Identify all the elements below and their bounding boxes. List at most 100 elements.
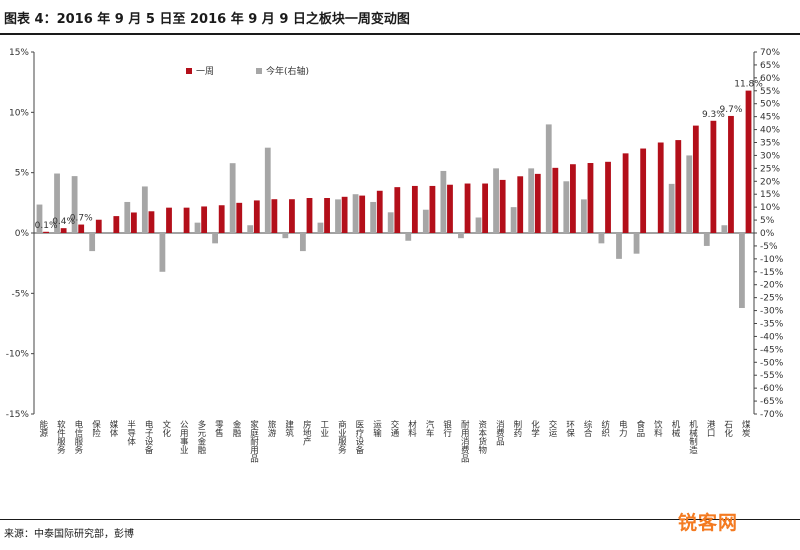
title-divider [0,33,800,35]
sector-weekly-change-chart: -15% -10% -5% 0% 5% 10% 15% -70% -65% -60% -55% -50… [6,48,784,463]
category-label: 家庭耐用品 [249,419,259,463]
bar-weekly [657,142,664,233]
category-label: 机械 [670,419,680,438]
bar-weekly [728,115,734,233]
right-axis-tick-label: 65% [760,61,780,71]
right-axis-tick-label: -60% [760,384,784,394]
left-axis-tick-label: 0% [15,229,30,239]
bar-weekly [482,183,489,233]
category-label: 能源 [38,419,48,438]
bar-ytd [54,173,60,233]
data-label: 9.7% [720,105,743,115]
watermark-logo: 锐客网 [678,512,739,534]
right-axis-tick-label: 40% [760,126,780,136]
bar-weekly [166,207,172,233]
bar-weekly [271,199,278,233]
data-label: 0.7% [70,214,93,224]
category-label: 建筑 [284,419,294,438]
left-axis-tick-label: -10% [6,350,30,360]
bar-weekly [710,120,717,233]
bar-ytd [475,217,482,233]
category-label: 耐用消费品 [459,419,469,463]
bar-weekly [587,163,594,233]
category-label: 消费品 [494,419,504,446]
category-label: 媒体 [108,420,118,438]
right-axis-tick-label: 60% [760,74,780,84]
bar-weekly [341,196,348,233]
right-axis-tick-label: 30% [760,151,780,161]
bar-weekly [411,185,418,233]
bar-weekly [306,198,313,233]
bar-ytd [124,201,131,233]
bar-weekly [43,231,49,233]
bar-ytd [212,233,218,244]
bar-ytd [264,147,271,233]
category-label: 公用事业 [178,420,188,454]
bar-weekly [429,185,436,233]
right-axis-tick-label: 10% [760,203,780,213]
bar-weekly [253,200,260,233]
category-label: 医疗设备 [354,420,364,455]
category-label: 材料 [407,419,417,438]
data-label: 11.8% [734,80,763,90]
bar-weekly [60,228,67,233]
category-label: 房地产 [301,419,311,446]
category-label: 综合 [582,419,592,438]
bar-ytd [317,222,324,233]
source-note: 来源：中泰国际研究部，彭博 [4,529,134,540]
legend-label-ytd: 今年(右轴) [266,65,309,77]
category-label: 软件服务 [55,419,65,455]
bar-weekly [640,148,647,233]
bar-ytd [545,124,552,233]
bar-ytd [668,183,675,233]
category-label: 港口 [705,419,715,437]
bar-ytd [458,233,464,239]
bar-ytd [335,199,341,233]
bar-weekly [745,90,752,233]
bar-ytd [194,222,201,233]
category-label: 旅游 [266,419,276,438]
bar-ytd [598,233,605,244]
bar-ytd [422,209,429,233]
right-axis-tick-label: -55% [760,371,784,381]
category-label: 环保 [565,420,575,438]
category-label: 交通 [389,419,399,438]
right-axis-tick-label: -65% [760,397,784,407]
bar-ytd [159,233,166,272]
right-axis-tick-label: 20% [760,177,780,187]
right-axis-tick-label: 25% [760,164,780,174]
bar-weekly [622,153,629,233]
category-label: 煤炭 [740,419,750,438]
legend-swatch-weekly [186,68,192,74]
footer-divider [0,519,800,520]
bar-weekly [130,212,137,233]
bar-ytd [528,168,535,233]
right-axis-tick-label: -35% [760,320,784,330]
bar-weekly [148,211,155,233]
category-label: 商业服务 [336,419,346,455]
left-axis-tick-label: 15% [9,48,29,58]
category-label: 文化 [161,419,171,438]
right-axis-tick-label: -15% [760,268,784,278]
bar-ytd [229,163,236,233]
bar-weekly [113,216,120,233]
bar-ytd [370,201,377,233]
bar-weekly [218,205,225,233]
bar-weekly [570,164,576,233]
right-axis-tick-label: 35% [760,139,780,149]
category-label: 机械制造 [688,419,698,455]
category-label: 制药 [512,419,522,438]
bar-ytd [563,181,570,233]
bar-weekly [499,179,506,233]
right-axis-tick-label: -40% [760,332,784,342]
bar-weekly [552,167,559,233]
bar-weekly [359,195,366,233]
legend-swatch-ytd [256,68,262,74]
data-label: 0.1% [35,221,58,231]
bar-weekly [236,202,243,233]
category-label: 运输 [371,420,381,438]
bar-ytd [440,170,447,233]
category-label: 金融 [231,419,241,438]
bar-ytd [616,233,622,259]
category-label: 饮料 [652,419,662,438]
